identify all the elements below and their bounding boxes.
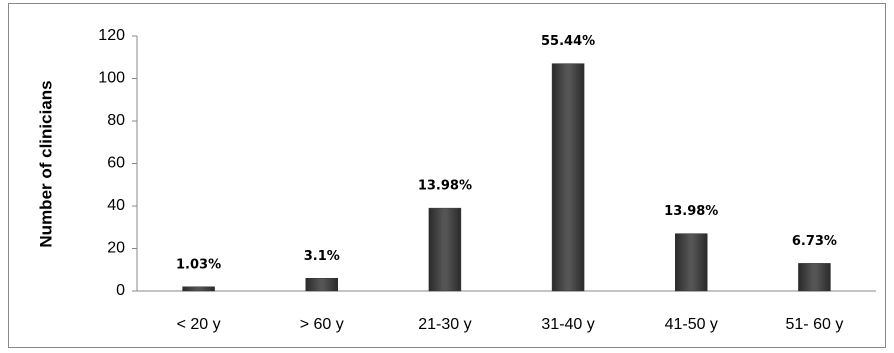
y-axis-label: Number of clinicians xyxy=(36,80,55,247)
y-tick-label: 60 xyxy=(107,155,125,172)
y-tick-label: 80 xyxy=(107,112,125,129)
bar-annotation: 13.98% xyxy=(664,204,718,219)
bar xyxy=(798,263,831,292)
x-tick-label: 31-40 y xyxy=(541,316,594,333)
x-tick-label: < 20 y xyxy=(177,316,221,333)
x-tick-label: > 60 y xyxy=(300,316,344,333)
bar xyxy=(675,233,708,292)
bar-annotation: 3.1% xyxy=(304,249,340,264)
bar-annotation: 1.03% xyxy=(176,257,221,272)
bar-annotation: 13.98% xyxy=(418,179,472,194)
bar xyxy=(182,286,215,292)
x-tick-label: 41-50 y xyxy=(665,316,718,333)
x-tick-label: 51- 60 y xyxy=(786,316,844,333)
y-tick-label: 120 xyxy=(98,27,125,44)
bar xyxy=(305,278,338,292)
y-tick-label: 40 xyxy=(107,197,125,214)
bar xyxy=(428,207,462,292)
y-tick-label: 100 xyxy=(98,70,125,87)
x-tick-label: 21-30 y xyxy=(418,316,471,333)
bar-annotation: 6.73% xyxy=(792,234,837,249)
bar xyxy=(551,63,585,292)
y-tick-label: 20 xyxy=(107,240,125,257)
bar-annotation: 55.44% xyxy=(541,34,595,49)
chart-frame xyxy=(8,3,886,348)
y-tick-label: 0 xyxy=(116,282,125,299)
